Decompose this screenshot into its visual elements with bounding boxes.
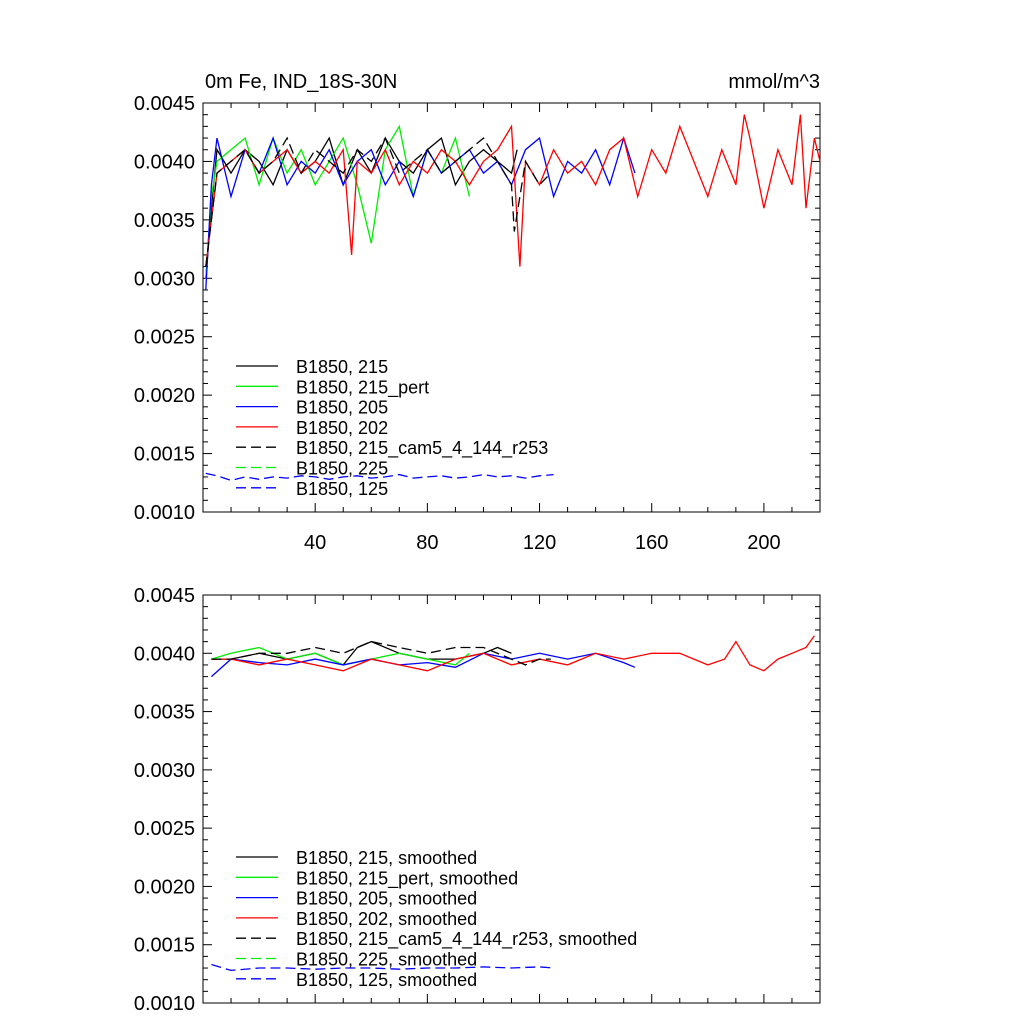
series-line	[205, 114, 821, 267]
y-tick-label: 0.0015	[134, 935, 195, 957]
x-tick-label: 40	[304, 532, 326, 554]
series-line	[211, 635, 815, 672]
y-tick-label: 0.0035	[134, 210, 195, 232]
x-axis	[230, 595, 793, 1003]
legend-label: B1850, 215_cam5_4_144_r253	[296, 438, 548, 459]
y-tick-label: 0.0030	[134, 760, 195, 782]
series-line	[211, 646, 470, 666]
y-tick-label: 0.0035	[134, 702, 195, 724]
legend-label: B1850, 202, smoothed	[296, 909, 477, 929]
y-tick-label: 0.0025	[134, 818, 195, 840]
legend-label: B1850, 225	[296, 459, 388, 479]
y-tick-label: 0.0040	[134, 643, 195, 665]
x-tick-label: 200	[747, 532, 780, 554]
legend-label: B1850, 202	[296, 418, 388, 438]
y-tick-label: 0.0015	[134, 444, 195, 466]
legend-label: B1850, 205	[296, 398, 388, 418]
legend-label: B1850, 125	[296, 479, 388, 499]
y-tick-label: 0.0045	[134, 585, 195, 607]
x-tick-label: 80	[416, 532, 438, 554]
legend-label: B1850, 205, smoothed	[296, 889, 477, 909]
plot-units: mmol/m^3	[728, 71, 820, 93]
legend-label: B1850, 215_pert, smoothed	[296, 868, 518, 889]
y-axis	[203, 594, 820, 1004]
top-panel: 40 80 120 160 200 0.0010 0.0015 0.0020 0.0025 0.0…	[134, 93, 821, 554]
series-line	[211, 640, 551, 666]
y-tick-label: 0.0045	[134, 93, 195, 115]
y-tick-label: 0.0040	[134, 151, 195, 173]
legend-label: B1850, 215, smoothed	[296, 848, 477, 868]
x-tick-label: 120	[523, 532, 556, 554]
plot-title: 0m Fe, IND_18S-30N	[205, 71, 397, 93]
y-axis	[203, 102, 820, 513]
y-tick-label: 0.0010	[134, 502, 195, 524]
series-line	[211, 963, 554, 972]
legend-label: B1850, 125, smoothed	[296, 970, 477, 990]
legend-label: B1850, 225, smoothed	[296, 950, 477, 970]
bottom-panel: 0.0010 0.0015 0.0020 0.0025 0.0030 0.0035 0.00…	[134, 585, 821, 1015]
x-tick-label: 160	[635, 532, 668, 554]
y-tick-label: 0.0025	[134, 327, 195, 349]
series-line	[205, 472, 554, 482]
y-tick-label: 0.0020	[134, 385, 195, 407]
series-line	[205, 136, 518, 279]
series-line	[205, 135, 636, 291]
series-line	[210, 652, 636, 678]
series-line	[205, 136, 552, 267]
x-axis	[230, 103, 793, 512]
legend-label: B1850, 215_pert	[296, 377, 429, 398]
y-tick-label: 0.0030	[134, 268, 195, 290]
legend-label: B1850, 215_cam5_4_144_r253, smoothed	[296, 929, 637, 950]
y-tick-label: 0.0020	[134, 876, 195, 898]
legend-label: B1850, 215	[296, 357, 388, 377]
y-tick-label: 0.0010	[134, 993, 195, 1015]
